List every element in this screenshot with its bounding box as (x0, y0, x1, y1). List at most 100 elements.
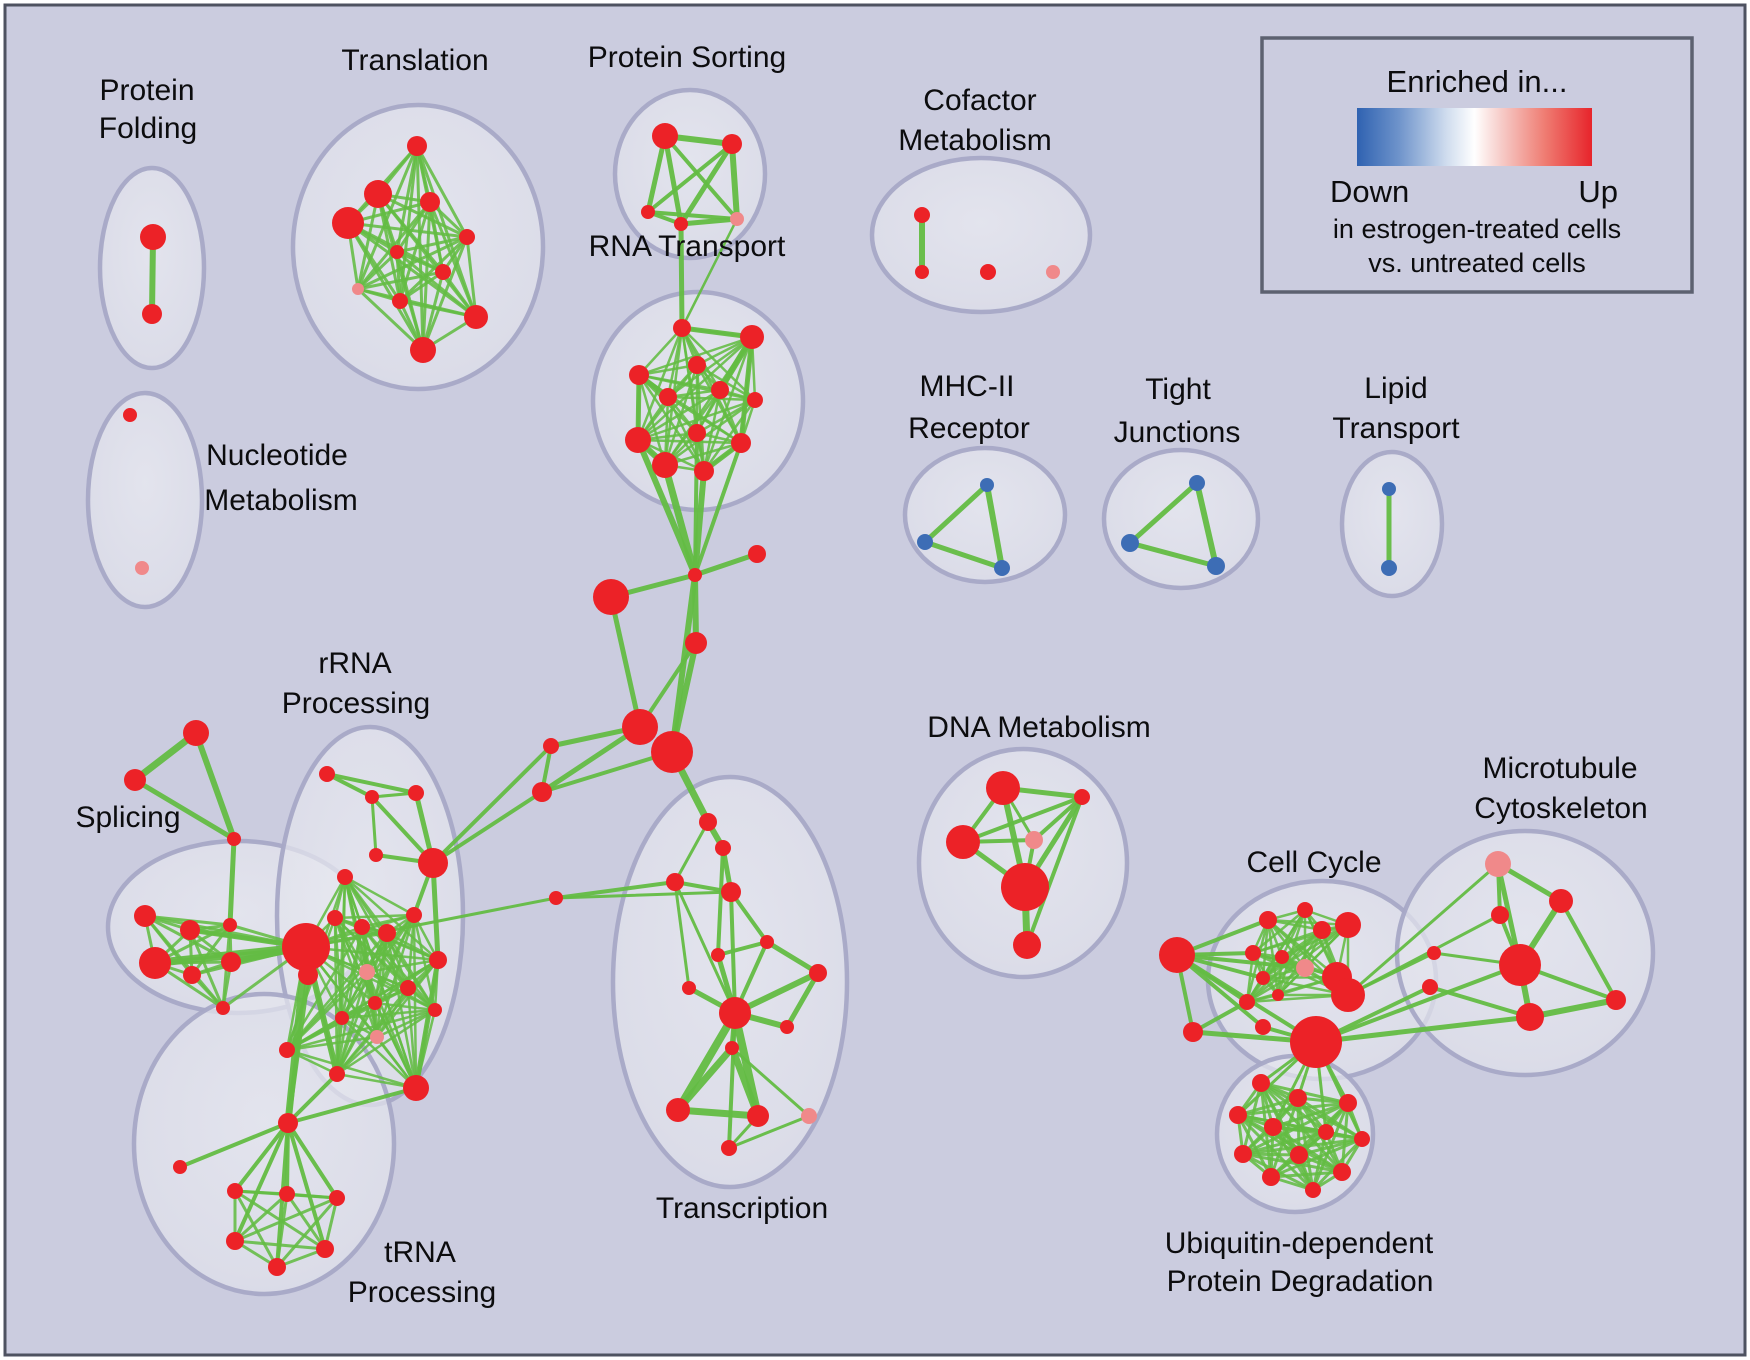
node-mt2 (1549, 889, 1573, 913)
node-tr11 (410, 337, 436, 363)
edge-tj2-tj3 (1127, 540, 1219, 569)
node-lt1 (1382, 482, 1396, 496)
node-tj2 (1121, 534, 1139, 552)
node-mt3 (1491, 906, 1509, 924)
node-rr18 (329, 1066, 345, 1082)
edge-ps1-ps5 (663, 134, 739, 221)
node-cc7 (1275, 950, 1289, 964)
group-label-sp-0: Splicing (75, 801, 180, 834)
edge-jn-rr18 (286, 1072, 339, 1125)
node-rt10 (731, 433, 751, 453)
edge-ps2-ps3 (646, 142, 734, 214)
group-label-tx-0: Transcription (656, 1192, 828, 1225)
node-rr2 (365, 790, 379, 804)
node-ub3 (1339, 1094, 1357, 1112)
node-cc12 (1239, 994, 1255, 1010)
node-mh1 (980, 478, 994, 492)
node-mh3 (994, 560, 1010, 576)
edge-rr9-rr15 (385, 931, 437, 1012)
edge-rr10-rr16 (340, 913, 416, 1020)
node-rr17 (370, 1030, 384, 1044)
node-tx9 (747, 1105, 769, 1127)
edge-ln1-rr5 (431, 744, 553, 865)
node-cc16 (1290, 1016, 1342, 1068)
edge-tr5-tr11 (421, 235, 469, 352)
node-lt2 (1381, 560, 1397, 576)
node-ub10 (1262, 1168, 1280, 1186)
node-tj1 (1189, 475, 1205, 491)
node-tr8 (352, 283, 364, 295)
edge-jn-iso (178, 1121, 290, 1169)
edge-rt6-rt9 (636, 388, 722, 442)
edge-rr19-rr20 (285, 1048, 418, 1090)
node-tx10 (801, 1108, 817, 1124)
group-labels-layer: Protein Folding Translation Protein Sorting… (75, 41, 1647, 1309)
node-tr10 (464, 305, 488, 329)
node-nm2 (135, 561, 149, 575)
legend-up-label: Up (1578, 174, 1618, 209)
node-tn6 (268, 1258, 286, 1276)
node-tn2 (279, 1186, 295, 1202)
edge-rr13-rr18 (335, 986, 410, 1076)
edge-tr4-tr5 (346, 221, 469, 239)
edge-rr19-rr12 (413, 957, 441, 1091)
node-ub4 (1229, 1106, 1247, 1124)
edge-t3-tx5 (673, 880, 737, 1015)
edge-rr15-rr17 (375, 1008, 437, 1039)
node-sp7 (216, 1001, 230, 1015)
group-label-pf-0: Protein (99, 74, 194, 107)
edge-tn2-tn3 (285, 1192, 339, 1200)
edge-tx7-tx9 (728, 1044, 762, 1120)
node-cc3 (1297, 902, 1313, 918)
edge-t4-tx2 (729, 890, 769, 944)
node-sp2 (180, 920, 200, 940)
edge-tr5-tr10 (465, 235, 478, 319)
node-tr1 (407, 136, 427, 156)
node-j1 (688, 568, 702, 582)
edge-tn3-tn6 (275, 1196, 339, 1269)
group-label-rr-0: rRNA (318, 647, 391, 680)
group-label-rr-1: Processing (282, 687, 430, 720)
edge-tr9-tr10 (398, 299, 478, 319)
group-label-cm-1: Metabolism (898, 124, 1051, 157)
edge-rt2-rt5 (666, 335, 754, 399)
node-ln2 (532, 782, 552, 802)
node-cc14 (1183, 1022, 1203, 1042)
edge-tn1-tn6 (233, 1189, 279, 1269)
edge-rt10-j1 (693, 441, 743, 577)
node-ft3 (227, 832, 241, 846)
node-ub1 (1252, 1074, 1270, 1092)
node-t2 (715, 840, 731, 856)
node-ub12 (1305, 1182, 1321, 1198)
edge-rr4-rr2 (370, 795, 378, 857)
edge-tr1-tr8 (356, 144, 419, 291)
node-rt5 (659, 388, 677, 406)
edge-ub7-ub9 (1297, 1137, 1364, 1157)
edge-dm2-dm6 (1025, 795, 1084, 947)
edge-rr1-rr3 (325, 772, 418, 795)
edge-j1-j2 (692, 551, 760, 578)
node-tx11 (721, 1140, 737, 1156)
node-dm6 (1013, 931, 1041, 959)
edge-rr8-rr10 (360, 913, 416, 929)
edge-hub-ln3 (304, 896, 558, 949)
edge-tr2-tr8 (356, 192, 380, 291)
node-rr12 (429, 951, 447, 969)
edge-rr11-rr16 (340, 970, 369, 1020)
edge-ub8-ub11 (1241, 1152, 1344, 1174)
edge-tn3-tn4 (233, 1196, 339, 1243)
group-label-lt-1: Transport (1332, 412, 1460, 445)
edge-cc1-cc8 (1175, 953, 1307, 970)
node-cc17 (1427, 946, 1441, 960)
node-cc8 (1296, 959, 1314, 977)
group-label-tj-1: Junctions (1114, 416, 1241, 449)
node-sp1 (134, 905, 156, 927)
edge-rr8-rr18 (335, 925, 364, 1076)
node-rr10 (406, 907, 422, 923)
node-ps5 (730, 212, 744, 226)
edge-rr7-rr18 (333, 916, 339, 1076)
edge-rt9-rt10 (636, 438, 743, 445)
node-dm5 (1001, 863, 1049, 911)
node-tr4 (332, 207, 364, 239)
edge-tx5-tx11 (727, 1011, 737, 1150)
